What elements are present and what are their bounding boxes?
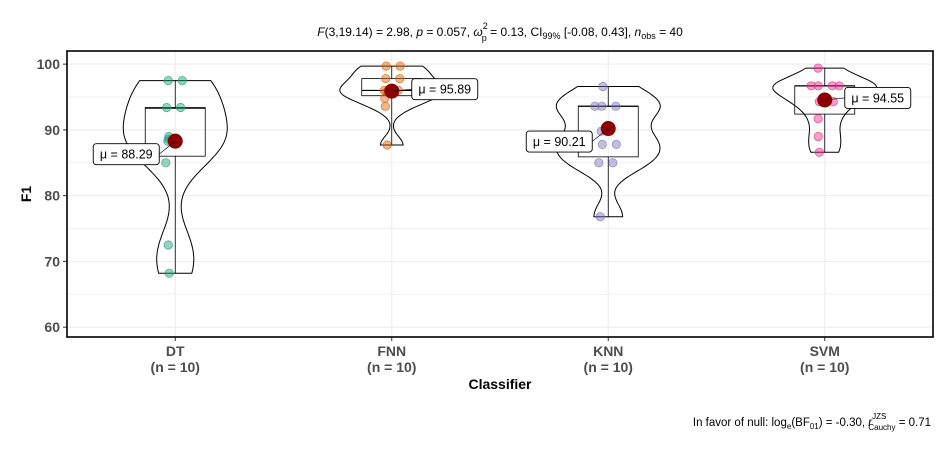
x-tick-label: KNN <box>593 343 623 359</box>
mean-label-box <box>525 130 593 153</box>
data-point <box>380 101 390 111</box>
x-tick-n-label: (n = 10) <box>151 359 200 375</box>
data-point <box>163 240 173 250</box>
data-point <box>813 131 823 142</box>
data-point <box>598 81 608 92</box>
data-point <box>177 76 187 86</box>
data-point <box>164 268 174 278</box>
data-point <box>827 81 837 91</box>
chart-caption: In favor of null: loge(BF01) = -0.30, rJ… <box>693 412 931 432</box>
data-point <box>163 76 173 86</box>
data-point <box>382 140 392 150</box>
data-point <box>595 212 605 222</box>
y-tick-label: 100 <box>37 56 61 72</box>
mean-label-connector <box>592 128 609 142</box>
y-tick-label: 60 <box>44 319 60 335</box>
data-point <box>608 158 618 168</box>
data-point <box>594 158 604 168</box>
violin-dt <box>122 80 228 274</box>
data-point <box>597 101 607 111</box>
data-point <box>611 139 621 149</box>
data-point <box>161 158 171 168</box>
grid <box>67 51 933 337</box>
data-point <box>611 101 621 111</box>
y-tick-label: 70 <box>44 253 60 269</box>
data-point <box>381 74 391 84</box>
chart-subtitle: F(3,19.14) = 2.98, p = 0.057, ω2 p = 0.13… <box>317 21 683 43</box>
x-axis-ticks: DT(n = 10)FNN(n = 10)KNN(n = 10)SVM(n = … <box>151 337 849 375</box>
data-point <box>813 81 823 91</box>
data-point <box>834 81 844 91</box>
panel-border <box>66 50 934 338</box>
y-axis-ticks: 60 70 80 90 100 <box>37 56 67 335</box>
mean-label: μ = 90.21 <box>533 135 586 149</box>
x-tick-label: SVM <box>810 343 840 359</box>
x-tick-n-label: (n = 10) <box>367 359 416 375</box>
mean-label-box <box>92 143 160 166</box>
data-point <box>395 61 405 71</box>
y-tick-label: 90 <box>44 122 60 138</box>
y-axis-title: F1 <box>18 186 34 203</box>
mean-label-connector <box>391 88 412 92</box>
x-tick-n-label: (n = 10) <box>584 359 633 375</box>
x-axis-title: Classifier <box>468 376 532 392</box>
violin-knn <box>555 86 661 218</box>
mean-label-box <box>411 78 479 101</box>
means: μ = 88.29 μ = 95.89 μ = 90.21 μ = 94.55 <box>92 78 912 166</box>
data-point <box>806 81 816 91</box>
mean-label: μ = 94.55 <box>851 91 904 105</box>
data-point <box>176 102 186 113</box>
data-point <box>381 61 391 71</box>
data-point <box>590 101 600 111</box>
mean-label: μ = 88.29 <box>100 148 153 162</box>
x-tick-label: DT <box>166 343 185 359</box>
x-tick-n-label: (n = 10) <box>800 359 849 375</box>
mean-label-connector <box>159 140 176 155</box>
data-points <box>161 61 844 278</box>
mean-label-box <box>844 87 912 109</box>
mean-label-connector <box>824 97 845 101</box>
data-point <box>814 147 825 157</box>
data-point <box>813 114 823 124</box>
violin-fnn <box>339 65 445 146</box>
data-point <box>395 74 405 84</box>
data-point <box>813 63 823 73</box>
mean-label: μ = 95.89 <box>418 83 471 97</box>
data-point <box>597 139 607 149</box>
violin-svm <box>772 67 878 153</box>
box-dt <box>144 107 206 157</box>
y-tick-label: 80 <box>44 188 60 204</box>
x-tick-label: FNN <box>377 343 406 359</box>
violins <box>122 65 878 274</box>
data-point <box>162 102 172 113</box>
